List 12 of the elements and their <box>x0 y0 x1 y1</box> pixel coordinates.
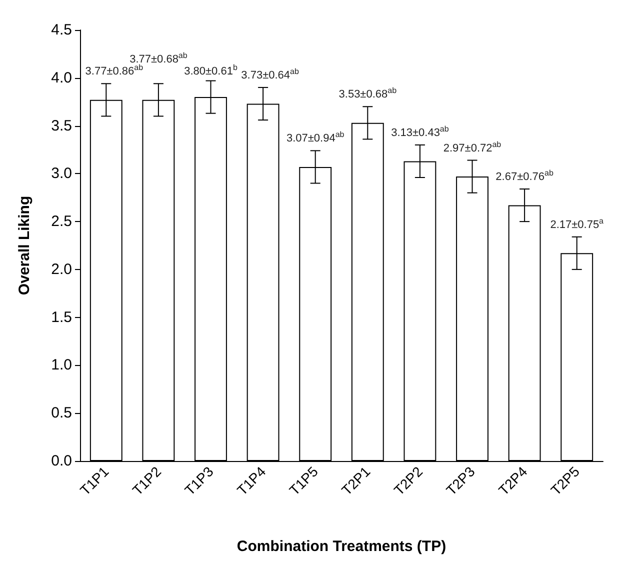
x-axis-title: Combination Treatments (TP) <box>236 538 446 555</box>
y-tick-label: 0.5 <box>51 404 72 422</box>
y-tick-label: 2.5 <box>51 213 72 230</box>
y-tick-label: 3.5 <box>51 117 72 134</box>
y-axis-title: Overall Liking <box>16 196 33 296</box>
y-tick-label: 3.0 <box>51 165 72 182</box>
y-tick-label: 1.5 <box>51 308 72 326</box>
y-tick-label: 0.0 <box>51 452 72 470</box>
y-tick-label: 4.0 <box>51 69 72 86</box>
y-tick-label: 4.5 <box>51 22 72 38</box>
y-tick-label: 2.0 <box>51 260 72 278</box>
y-tick-label: 1.0 <box>51 356 72 374</box>
